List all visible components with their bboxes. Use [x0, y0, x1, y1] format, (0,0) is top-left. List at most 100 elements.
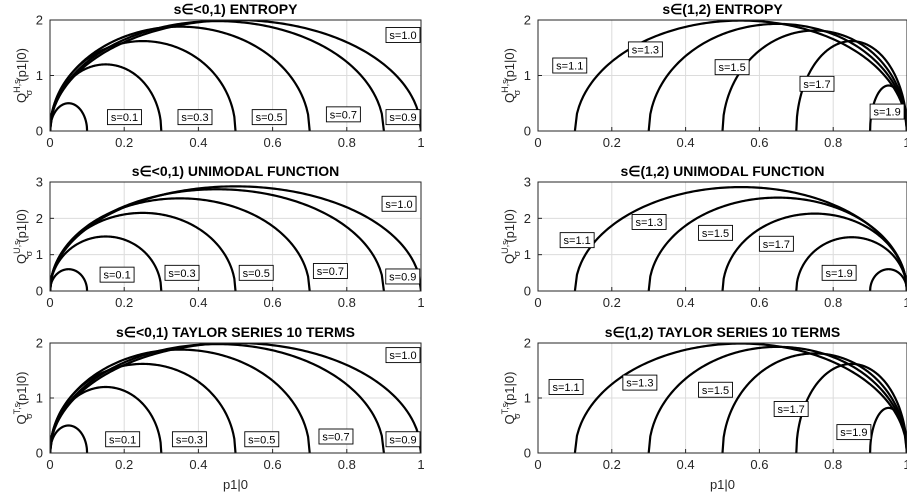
series-annotation: s=0.7	[312, 263, 348, 279]
series-annotation: s=1.1	[548, 379, 584, 395]
x-tick-label: 0	[534, 135, 541, 150]
x-tick-label: 0.8	[338, 295, 356, 310]
y-tick-label: 2	[36, 211, 43, 226]
y-axis-label: QT,sσ(p1|0)	[500, 372, 522, 425]
series-label: s=0.9	[389, 112, 416, 124]
series-line-s10	[50, 343, 421, 453]
series-annotation: s=1.5	[698, 224, 733, 241]
x-tick-label: 1	[417, 457, 424, 472]
series-label: s=1.3	[632, 44, 659, 56]
series-line-s03	[50, 235, 163, 291]
series-annotation: s=1.3	[631, 214, 667, 230]
series-line-s07	[50, 348, 311, 453]
y-tick-label: 1	[36, 247, 43, 262]
series-label: s=1.7	[778, 404, 805, 416]
y-axis-label: QU,s σ(p1|0)	[12, 209, 34, 264]
series-annotation: s=1.3	[627, 41, 663, 58]
series-annotation: s=0.3	[164, 264, 200, 281]
series-label: s=1.0	[389, 30, 416, 42]
x-tick-label: 1	[417, 135, 424, 150]
series-annotation: s=0.5	[251, 109, 287, 126]
series-label: s=1.1	[556, 61, 583, 73]
y-tick-label: 2	[524, 336, 531, 351]
series-annotation: s=1.5	[714, 59, 750, 76]
x-tick-label: 0.8	[824, 135, 842, 150]
series-label: s=0.3	[168, 268, 195, 280]
x-tick-label: 0	[534, 295, 541, 310]
series-annotation: s=0.3	[171, 431, 207, 448]
series-line-s15	[721, 212, 907, 291]
series-annotation: s=1.9	[869, 103, 905, 120]
series-label: s=0.1	[111, 112, 138, 124]
x-tick-label: 0.2	[603, 295, 621, 310]
chart-panel-6: 0 0.2 0.4 0.6 0.8 1 0 1 2 s∈(1,2) TAYLOR SERIES 1…	[500, 324, 907, 492]
y-tick-label: 1	[524, 391, 531, 406]
series-label: s=0.3	[181, 112, 208, 124]
x-tick-label: 0	[46, 135, 53, 150]
x-tick-label: 1	[903, 295, 907, 310]
series-annotation: s=0.9	[385, 431, 421, 448]
series-label: s=1.1	[564, 235, 591, 247]
series-annotation: s=1.9	[836, 424, 872, 441]
series-line-s13	[647, 345, 907, 453]
series-annotation: s=1.7	[758, 235, 794, 252]
series-label: s=1.7	[763, 239, 790, 251]
x-tick-label: 0.4	[677, 295, 695, 310]
y-tick-label: 3	[524, 175, 531, 190]
series-label: s=1.7	[803, 79, 830, 91]
series-label: s=0.5	[243, 268, 270, 280]
x-tick-label: 0.4	[189, 135, 207, 150]
chart-panel-1: 0 0.2 0.4 0.6 0.8 1 0 1 2 s∈<0,1) ENTROPY QH,s σ(p1…	[12, 1, 425, 150]
y-tick-label: 0	[524, 446, 531, 461]
y-tick-label: 2	[36, 336, 43, 351]
x-tick-label: 1	[903, 135, 907, 150]
x-tick-label: 0.2	[115, 135, 133, 150]
series-annotation: s=1.9	[821, 264, 857, 281]
x-tick-label: 0.4	[677, 457, 695, 472]
series-line-s19	[869, 268, 907, 291]
x-tick-label: 0.2	[115, 457, 133, 472]
x-tick-label: 0.4	[189, 295, 207, 310]
y-axis-label: QH,s σ(p1|0)	[12, 48, 34, 103]
series-line-s10	[50, 185, 421, 291]
series-line-s05	[50, 362, 237, 453]
y-tick-label: 0	[36, 284, 43, 299]
series-annotation: s=0.5	[244, 431, 280, 448]
series-line-s01	[50, 424, 89, 453]
series-line-s03	[50, 63, 163, 131]
x-tick-label: 0.4	[189, 457, 207, 472]
series-line-s05	[50, 211, 237, 291]
x-axis-label: p1|0	[223, 477, 248, 492]
series-annotation: s=1.0	[385, 347, 421, 364]
x-axis-label: p1|0	[710, 477, 735, 492]
series-label: s=0.3	[176, 434, 203, 446]
y-tick-label: 1	[524, 247, 531, 262]
y-axis-label: QH,s σ(p1|0)	[500, 48, 522, 103]
series-label: s=0.9	[389, 434, 416, 446]
series-annotation: s=1.1	[552, 57, 588, 74]
series-annotation: s=0.9	[385, 268, 421, 285]
x-tick-label: 0.4	[677, 135, 695, 150]
chart-panel-2: 0 0.2 0.4 0.6 0.8 1 0 1 2 s∈(1,2) ENTROPY QH,sσ(p1…	[500, 1, 907, 150]
series-annotation: s=1.1	[559, 232, 595, 249]
series-label: s=0.9	[389, 271, 416, 283]
x-tick-label: 0.6	[264, 457, 282, 472]
x-tick-label: 0.2	[115, 295, 133, 310]
series-annotation: s=0.1	[99, 266, 135, 283]
series-annotation: s=0.1	[105, 431, 141, 448]
x-tick-label: 0.2	[603, 135, 621, 150]
series-annotation: s=1.0	[385, 27, 421, 43]
series-label: s=1.3	[635, 217, 662, 229]
series-line-s07	[50, 25, 311, 131]
x-tick-label: 0.2	[603, 457, 621, 472]
chart-title: s∈(1,2) UNIMODAL FUNCTION	[620, 163, 824, 179]
series-line-s19	[869, 84, 907, 131]
series-label: s=1.5	[702, 228, 729, 240]
series-annotation: s=1.3	[622, 374, 658, 391]
series-annotation: s=0.9	[385, 109, 421, 126]
series-label: s=1.1	[552, 382, 579, 394]
series-line-s15	[721, 29, 907, 131]
y-tick-label: 0	[524, 124, 531, 139]
y-tick-label: 1	[36, 68, 43, 83]
